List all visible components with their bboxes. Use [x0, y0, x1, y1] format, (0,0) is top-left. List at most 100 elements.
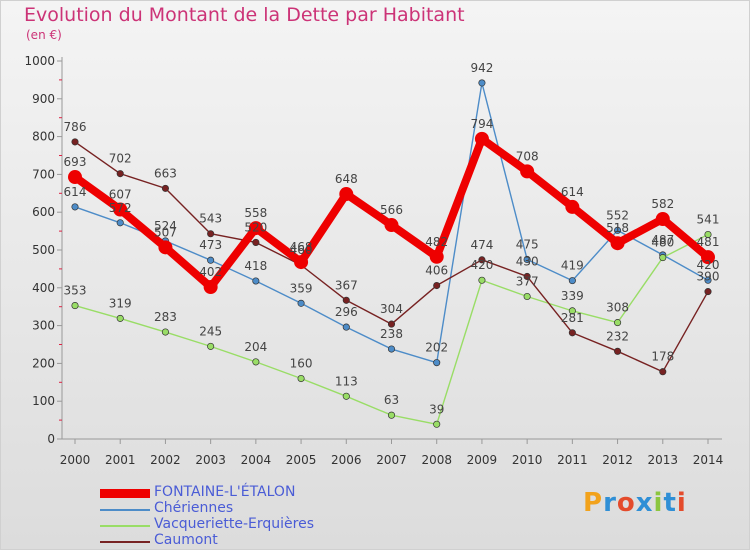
data-label: 178	[651, 350, 674, 364]
data-point	[523, 272, 531, 281]
data-label: 377	[516, 274, 539, 288]
data-point	[297, 374, 305, 383]
data-label: 663	[154, 166, 177, 180]
data-point	[614, 319, 622, 327]
x-tick-label: 2004	[241, 453, 272, 467]
data-point	[568, 277, 576, 285]
data-label: 541	[697, 213, 720, 227]
data-label: 402	[199, 265, 222, 279]
data-point	[116, 314, 124, 322]
data-point	[704, 230, 712, 239]
data-label: 507	[154, 225, 177, 239]
x-tick-label: 2013	[648, 453, 679, 467]
data-label: 566	[380, 203, 403, 217]
data-point	[161, 184, 169, 192]
data-label: 420	[697, 258, 720, 272]
data-label: 607	[109, 188, 132, 202]
data-point	[520, 164, 535, 179]
data-point	[252, 238, 260, 246]
y-tick-label: 1000	[24, 54, 55, 68]
data-point	[252, 277, 260, 285]
data-point	[474, 131, 489, 146]
data-point	[659, 368, 667, 376]
data-point	[478, 276, 486, 284]
data-label: 160	[290, 357, 313, 371]
data-label: 474	[470, 238, 493, 252]
y-tick-label: 900	[32, 92, 55, 106]
data-label: 582	[651, 197, 674, 211]
data-point	[113, 202, 128, 217]
data-point	[342, 323, 350, 331]
data-label: 113	[335, 374, 358, 388]
y-tick-label: 0	[47, 432, 55, 446]
data-label: 558	[244, 206, 267, 220]
data-point	[478, 256, 486, 264]
x-tick-label: 2012	[602, 453, 633, 467]
data-label: 572	[109, 201, 132, 215]
data-label: 614	[561, 185, 584, 199]
x-tick-label: 2008	[421, 453, 452, 467]
y-tick-label: 200	[32, 356, 55, 370]
data-label: 202	[425, 341, 448, 355]
data-label: 468	[290, 240, 313, 254]
data-point	[342, 296, 350, 304]
data-label: 339	[561, 289, 584, 303]
data-point	[71, 203, 79, 211]
logo-letter: i	[653, 488, 664, 518]
x-tick-label: 2002	[150, 453, 181, 467]
data-label: 693	[64, 155, 87, 169]
data-label: 702	[109, 152, 132, 166]
data-point	[655, 212, 670, 227]
data-label: 281	[561, 311, 584, 325]
data-label: 482	[425, 235, 448, 249]
x-tick-label: 2001	[105, 453, 136, 467]
x-tick-label: 2009	[467, 453, 498, 467]
data-point	[568, 329, 576, 337]
y-tick-label: 100	[32, 394, 55, 408]
data-label: 238	[380, 327, 403, 341]
data-label: 420	[470, 258, 493, 272]
y-tick-label: 600	[32, 205, 55, 219]
data-label: 614	[64, 185, 87, 199]
data-label: 480	[651, 236, 674, 250]
chart-axes: 0 100 200 300 400 500 600 700 800 900 1000 2000 2001…	[24, 54, 723, 467]
data-label: 648	[335, 172, 358, 186]
logo-letter: P	[583, 488, 604, 518]
data-point	[297, 299, 305, 307]
data-point	[565, 199, 580, 214]
data-label: 460	[290, 243, 313, 257]
legend-label: Chériennes	[154, 500, 234, 516]
data-label: 518	[606, 221, 629, 235]
legend-swatch	[100, 541, 150, 543]
data-label: 359	[290, 281, 313, 295]
x-tick-label: 2005	[286, 453, 317, 467]
data-label: 308	[606, 301, 629, 315]
line-chart: 0 100 200 300 400 500 600 700 800 900 1000 2000 2001…	[24, 54, 723, 467]
x-tick-label: 2000	[60, 453, 91, 467]
data-point	[68, 170, 82, 185]
x-tick-label: 2010	[512, 453, 543, 467]
data-point	[342, 392, 350, 400]
logo-letter: t	[663, 488, 677, 518]
data-label: 39	[429, 402, 444, 416]
data-label: 204	[244, 340, 267, 354]
data-label: 543	[199, 212, 222, 226]
legend-swatch	[100, 489, 150, 498]
data-label: 786	[64, 120, 87, 134]
data-label: 942	[470, 61, 493, 75]
data-label: 319	[109, 296, 132, 310]
data-point	[207, 230, 215, 238]
data-point	[433, 359, 441, 367]
legend-swatch	[100, 525, 150, 527]
data-point	[701, 250, 715, 265]
data-label: 419	[561, 259, 584, 273]
y-tick-label: 300	[32, 319, 55, 333]
data-label: 232	[606, 329, 629, 343]
data-label: 353	[64, 284, 87, 298]
data-point	[294, 255, 309, 270]
logo-letter: r	[603, 488, 617, 518]
series-layer	[68, 79, 715, 428]
data-label: 418	[244, 259, 267, 273]
logo-letter: o	[616, 488, 636, 518]
